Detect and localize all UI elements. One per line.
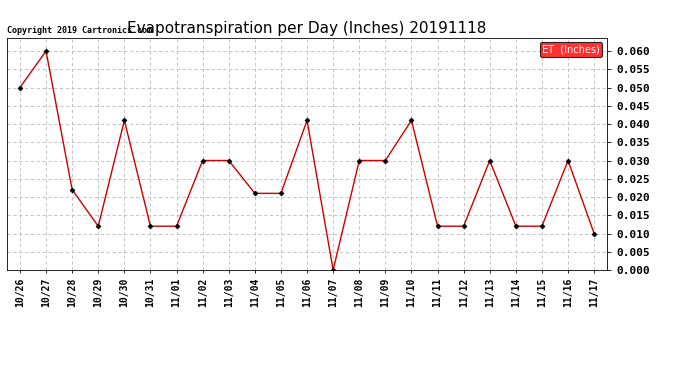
Title: Evapotranspiration per Day (Inches) 20191118: Evapotranspiration per Day (Inches) 2019… — [128, 21, 486, 36]
Legend: ET  (Inches): ET (Inches) — [540, 42, 602, 57]
Text: Copyright 2019 Cartronics.com: Copyright 2019 Cartronics.com — [7, 26, 152, 35]
